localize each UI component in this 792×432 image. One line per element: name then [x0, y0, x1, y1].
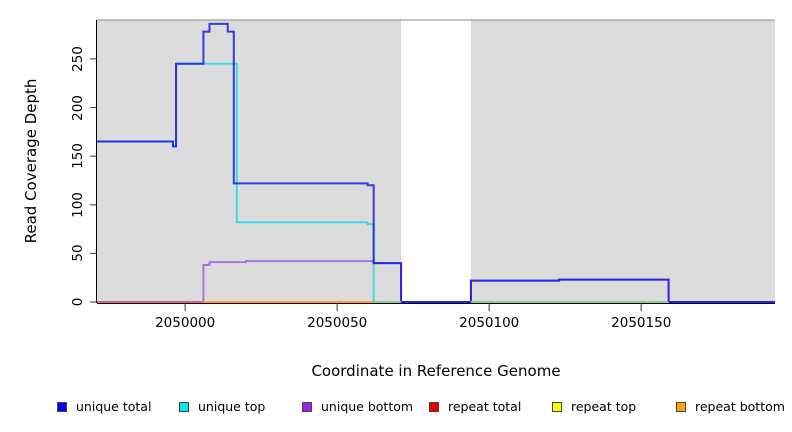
y-tick-label: 100	[70, 191, 86, 218]
legend-item-unique-total: unique total	[57, 398, 151, 416]
x-tick-label: 2050050	[307, 315, 368, 331]
legend-swatch-icon	[179, 402, 189, 412]
legend: unique total unique top unique bottom repea…	[0, 398, 792, 422]
legend-swatch-icon	[552, 402, 562, 412]
legend-swatch-icon	[676, 402, 686, 412]
x-tick-label: 2050000	[155, 315, 216, 331]
legend-item-repeat-bottom: repeat bottom	[676, 398, 785, 416]
x-tick-label: 2050100	[459, 315, 520, 331]
legend-swatch-icon	[57, 402, 67, 412]
legend-swatch-icon	[302, 402, 312, 412]
series-line-unique-total	[97, 22, 775, 303]
legend-label: repeat top	[571, 399, 637, 414]
legend-label: unique bottom	[321, 399, 414, 414]
y-tick-label: 250	[70, 46, 86, 72]
x-tick-label: 2050150	[611, 315, 672, 331]
legend-item-repeat-total: repeat total	[429, 398, 521, 416]
y-tick-label: 0	[70, 297, 86, 307]
x-axis-title: Coordinate in Reference Genome	[311, 362, 561, 380]
legend-label: repeat bottom	[695, 399, 785, 414]
legend-swatch-icon	[429, 402, 439, 412]
legend-label: unique total	[76, 399, 152, 414]
y-axis-title: Read Coverage Depth	[22, 78, 40, 244]
legend-item-repeat-top: repeat top	[552, 398, 636, 416]
legend-label: unique top	[198, 399, 266, 414]
y-tick-label: 200	[70, 94, 86, 121]
y-tick-label: 150	[70, 143, 86, 170]
legend-item-unique-top: unique top	[179, 398, 265, 416]
legend-item-unique-bottom: unique bottom	[302, 398, 413, 416]
y-tick-label: 50	[70, 244, 86, 262]
legend-label: repeat total	[448, 399, 522, 414]
gap-region	[401, 20, 471, 303]
